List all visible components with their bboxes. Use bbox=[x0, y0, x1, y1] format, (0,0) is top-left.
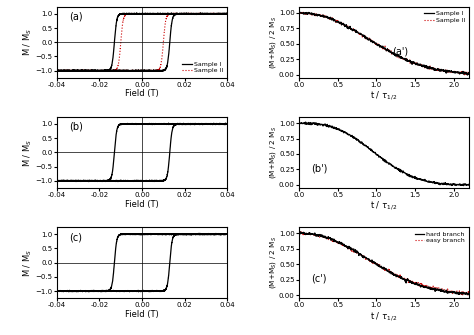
Text: (c): (c) bbox=[69, 232, 82, 242]
Text: (b'): (b') bbox=[311, 164, 327, 174]
Text: (a'): (a') bbox=[392, 47, 409, 57]
Text: (c'): (c') bbox=[311, 274, 326, 284]
X-axis label: t / $\tau_{1/2}$: t / $\tau_{1/2}$ bbox=[371, 89, 398, 102]
X-axis label: Field (T): Field (T) bbox=[125, 310, 159, 319]
Y-axis label: (M+M$_S$) / 2 M$_S$: (M+M$_S$) / 2 M$_S$ bbox=[267, 126, 278, 179]
X-axis label: t / $\tau_{1/2}$: t / $\tau_{1/2}$ bbox=[371, 200, 398, 212]
Y-axis label: M / M$_S$: M / M$_S$ bbox=[22, 138, 34, 166]
Y-axis label: M / M$_S$: M / M$_S$ bbox=[22, 28, 34, 56]
X-axis label: Field (T): Field (T) bbox=[125, 89, 159, 98]
Legend: hard branch, easy branch: hard branch, easy branch bbox=[414, 230, 466, 244]
X-axis label: t / $\tau_{1/2}$: t / $\tau_{1/2}$ bbox=[371, 310, 398, 323]
Legend: Sample I, Sample II: Sample I, Sample II bbox=[181, 61, 224, 75]
Text: (a): (a) bbox=[69, 12, 82, 22]
Text: (b): (b) bbox=[69, 122, 82, 132]
X-axis label: Field (T): Field (T) bbox=[125, 200, 159, 208]
Y-axis label: (M+M$_S$) / 2 M$_S$: (M+M$_S$) / 2 M$_S$ bbox=[267, 236, 278, 289]
Y-axis label: (M+M$_S$) / 2 M$_S$: (M+M$_S$) / 2 M$_S$ bbox=[267, 16, 278, 69]
Y-axis label: M / M$_S$: M / M$_S$ bbox=[22, 249, 34, 277]
Legend: Sample I, Sample II: Sample I, Sample II bbox=[423, 10, 466, 24]
